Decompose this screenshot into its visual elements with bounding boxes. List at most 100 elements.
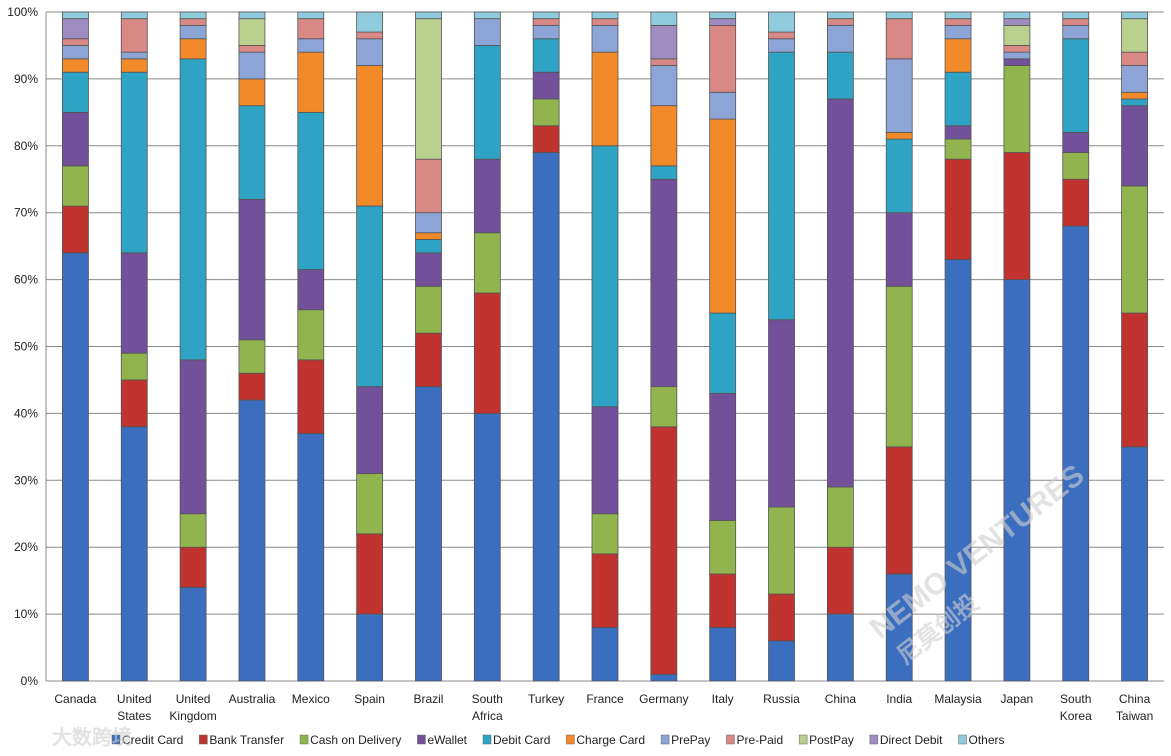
bar-segment <box>62 18 89 40</box>
bar-segment <box>62 252 89 682</box>
bar-segment <box>591 627 619 682</box>
bar-segment <box>120 51 148 60</box>
bar-segment <box>356 533 384 615</box>
bar-segment <box>238 339 266 374</box>
bar-segment <box>826 546 854 615</box>
bar-segment <box>1121 98 1148 107</box>
bar-stack <box>473 11 501 682</box>
x-tick-label: South <box>1060 692 1091 706</box>
bar-segment <box>650 178 678 388</box>
bar-segment <box>944 38 972 73</box>
y-tick-label: 10% <box>14 607 38 621</box>
bar-segment <box>944 24 972 40</box>
bar-segment <box>179 586 207 682</box>
bar-segment <box>62 11 89 20</box>
bar-segment <box>297 11 325 20</box>
y-tick-label: 50% <box>14 340 38 354</box>
x-tick-label: Kingdom <box>169 709 216 723</box>
bar-segment <box>885 58 913 133</box>
bar-segment <box>709 520 737 575</box>
bar-segment <box>62 71 89 113</box>
bar-segment <box>1003 11 1031 20</box>
bar-segment <box>1003 152 1031 281</box>
bar-segment <box>591 145 619 408</box>
bar-segment <box>1121 65 1148 93</box>
bar-segment <box>1003 24 1031 46</box>
legend-label: PrePay <box>671 733 710 747</box>
bar-segment <box>120 11 148 20</box>
bar-segment <box>1062 178 1090 227</box>
bar-segment <box>238 51 266 80</box>
x-tick-label: Russia <box>763 692 800 706</box>
bar-segment <box>356 31 384 40</box>
bar-segment <box>473 158 501 234</box>
y-tick-label: 100% <box>7 5 38 19</box>
bar-segment <box>415 212 442 234</box>
bar-segment <box>532 18 560 26</box>
bar-segment <box>356 38 384 66</box>
bar-segment <box>473 292 501 414</box>
bar-segment <box>120 352 148 381</box>
bar-segment <box>473 11 501 20</box>
bar-segment <box>473 18 501 46</box>
bars <box>62 11 1148 682</box>
bar-segment <box>885 573 913 682</box>
bar-segment <box>297 433 325 682</box>
bar-segment <box>473 412 501 682</box>
bar-segment <box>826 18 854 26</box>
bar-segment <box>120 18 148 53</box>
bar-segment <box>238 198 266 341</box>
bar-segment <box>1003 65 1031 153</box>
x-tick-label: United <box>176 692 211 706</box>
bar-segment <box>532 98 560 127</box>
bar-segment <box>1121 312 1148 448</box>
bar-segment <box>1062 132 1090 153</box>
y-tick-label: 60% <box>14 273 38 287</box>
bar-segment <box>1003 58 1031 66</box>
bar-segment <box>415 332 442 388</box>
bar-segment <box>768 319 795 508</box>
bar-segment <box>1062 225 1090 682</box>
bar-segment <box>885 132 913 140</box>
bar-segment <box>1121 11 1148 20</box>
bar-segment <box>1062 152 1090 180</box>
bar-segment <box>826 613 854 682</box>
bar-segment <box>826 486 854 548</box>
x-tick-label: Japan <box>1001 692 1034 706</box>
x-tick-label: Korea <box>1060 709 1092 723</box>
bar-segment <box>356 386 384 475</box>
y-tick-label: 80% <box>14 139 38 153</box>
bar-segment <box>709 392 737 521</box>
bar-stack <box>1121 11 1148 682</box>
bar-segment <box>709 11 737 20</box>
bar-segment <box>591 513 619 555</box>
x-tick-label: Africa <box>472 709 503 723</box>
bar-segment <box>709 573 737 628</box>
bar-segment <box>591 553 619 628</box>
legend: Credit Card Bank Transfer Cash on Delivery… <box>111 733 1005 747</box>
bar-segment <box>179 58 207 361</box>
bar-segment <box>179 24 207 40</box>
bar-segment <box>1121 18 1148 53</box>
x-tick-label: Canada <box>54 692 96 706</box>
bar-segment <box>885 11 913 20</box>
bar-segment <box>415 386 442 682</box>
legend-swatch <box>566 734 575 745</box>
bar-segment <box>62 111 89 167</box>
bar-segment <box>1003 51 1031 60</box>
bar-stack <box>297 11 325 682</box>
bar-stack <box>709 11 737 682</box>
bar-segment <box>768 506 795 595</box>
x-tick-label: Brazil <box>413 692 443 706</box>
bar-stack <box>944 11 972 682</box>
bar-segment <box>650 58 678 66</box>
bar-segment <box>650 386 678 428</box>
bar-segment <box>1062 24 1090 40</box>
legend-swatch <box>798 734 808 745</box>
legend-label: Credit Card <box>122 733 183 747</box>
bar-segment <box>179 18 207 26</box>
bar-segment <box>415 11 442 20</box>
bar-stack <box>532 11 560 682</box>
y-tick-label: 0% <box>21 674 39 688</box>
